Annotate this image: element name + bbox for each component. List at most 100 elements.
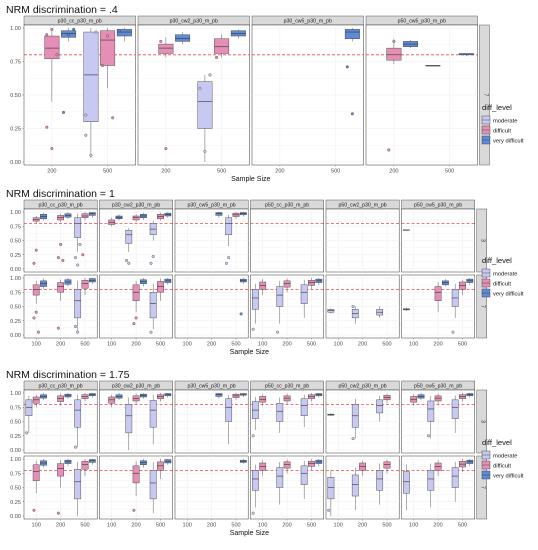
x-axis-label: Sample Size [231,176,270,183]
data-point [34,248,38,252]
box [57,463,64,477]
x-tick-label: 100 [258,342,267,348]
data-point [106,34,110,38]
x-tick-label: 200 [56,523,65,529]
facet-strip-label: p30_cw5_p30_m_pb [188,202,236,208]
x-tick-label: 100 [107,523,116,529]
data-point [351,437,355,441]
x-tick-label: 100 [183,342,192,348]
facet-panel [174,455,249,520]
data-point [345,65,349,69]
facet-panel [99,389,173,454]
facet-panel [23,24,136,166]
facet-row-strip [479,24,490,166]
legend-label: moderate [493,271,518,277]
legend: diff_level moderate difficult very difficul… [481,438,524,479]
facet-strip-label: p50_cc_p30_m_pb [265,202,309,208]
box [225,217,233,235]
x-tick-label: 200 [358,523,367,529]
y-tick-label: 1.00 [10,391,21,397]
data-point [59,243,63,246]
section-disc-0-4: NRM discrimination = .4 p30_cc_p30_m_pb p… [6,4,524,183]
data-point [84,133,88,137]
data-point [94,30,98,34]
data-point [111,116,115,120]
box [74,217,82,238]
data-point [251,511,255,515]
facet-row-strip-label: 7 [480,305,486,308]
x-tick-label: 500 [217,169,226,175]
x-tick-label: 100 [32,342,41,348]
legend-label: very difficult [493,291,524,297]
box [427,400,435,422]
y-tick-label: 0.00 [10,267,21,273]
data-point [36,330,40,334]
data-point [32,508,36,512]
x-tick-label: 500 [331,169,340,175]
x-tick-label: 500 [382,523,391,529]
box [132,284,140,301]
facet-strip-label: p30_cc_p30_m_pb [39,383,83,389]
box [116,29,132,37]
legend-label: moderate [493,118,518,124]
x-tick-label: 500 [307,523,316,529]
y-tick-label: 0.75 [10,290,21,296]
facet-strip-label: p30_cw2_p30_m_pb [112,202,160,208]
data-point [78,243,82,246]
data-point [50,147,54,151]
box [57,282,64,293]
data-point [151,254,155,258]
section-title: NRM discrimination = 1 [6,188,115,200]
box [225,398,233,422]
x-tick-label: 200 [433,523,442,529]
data-point [73,324,77,328]
box [83,31,99,122]
x-tick-label: 500 [231,523,240,529]
facet-panel [23,208,98,273]
data-point [227,256,231,260]
facet-strip-label: p30_cw5_p30_m_pb [284,18,332,24]
data-point [351,305,355,308]
y-tick-label: 0.75 [10,405,21,411]
box [386,47,402,61]
legend-title: diff_level [482,103,512,112]
box [158,43,174,54]
facet-strip-label: p30_cc_p30_m_pb [39,202,83,208]
box [376,399,384,414]
x-tick-label: 500 [156,523,165,529]
data-point [451,330,455,334]
x-tick-label: 500 [382,342,391,348]
x-tick-label: 200 [131,523,140,529]
data-point [73,256,77,260]
legend-label: difficult [493,281,511,287]
facet-panel [250,389,324,454]
facet-panel [174,274,249,339]
y-tick-label: 0.00 [10,514,21,520]
y-tick-label: 0.25 [10,253,21,259]
facet-panel [401,208,475,273]
data-point [55,53,59,57]
box [300,398,308,417]
box [32,284,40,296]
box [74,399,82,428]
x-tick-label: 200 [161,169,170,175]
legend-title: diff_level [482,256,512,265]
box [327,477,335,500]
legend: diff_level moderate difficult very difficul… [481,103,524,144]
box [81,280,89,289]
x-axis-label: Sample Size [230,349,269,356]
y-tick-label: 1.00 [10,26,21,32]
x-tick-label: 100 [334,523,343,529]
x-tick-label: 100 [334,342,343,348]
data-point [149,330,153,334]
facet-panel [99,274,173,339]
legend-label: difficult [493,463,511,469]
box [403,471,410,494]
data-point [203,149,207,153]
data-point [132,322,136,326]
box [125,404,133,434]
y-tick-label: 0.50 [10,239,21,245]
box [434,286,442,301]
section-disc-1: NRM discrimination = 1 p30_cc_p30_m_pb p3… [6,188,524,356]
